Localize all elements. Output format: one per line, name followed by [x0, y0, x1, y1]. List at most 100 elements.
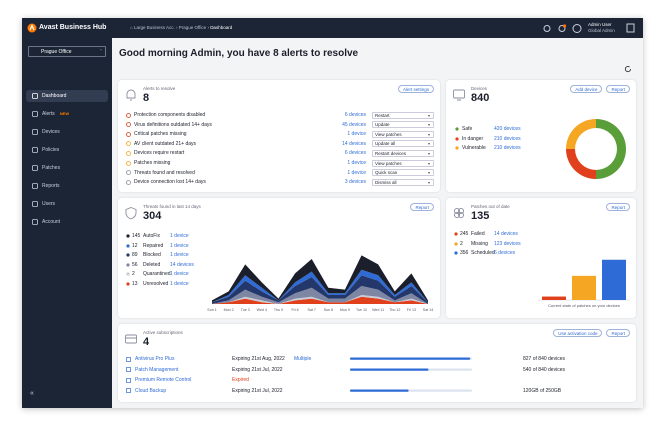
legend-dot — [454, 232, 458, 236]
action-select[interactable]: Dismiss all — [372, 178, 434, 186]
button[interactable]: Report — [606, 85, 630, 93]
action-select[interactable]: Update all — [372, 140, 434, 148]
x-tick-label: Mon 9 — [340, 308, 350, 312]
legend-dot — [126, 243, 130, 248]
card-count: 4 — [143, 336, 150, 348]
sub-name[interactable]: Premium Remote Control — [135, 377, 192, 384]
legend-link[interactable]: 1 device — [170, 252, 189, 259]
alerts-card: Alerts to resolve 8 Alert settings Protecti… — [118, 80, 440, 192]
x-tick-label: Tue 3 — [241, 308, 250, 312]
action-select[interactable]: View patches — [372, 159, 434, 167]
alert-devices[interactable]: 45 devices — [342, 121, 366, 128]
button[interactable]: Use activation code — [553, 329, 603, 337]
alert-devices[interactable]: 6 devices — [344, 150, 366, 157]
nav-item[interactable]: Alerts NEW — [26, 108, 108, 120]
x-tick-label: Sun 8 — [324, 308, 333, 312]
legend-dot — [126, 272, 130, 276]
button[interactable]: Report — [410, 203, 434, 211]
card-count: 135 — [471, 210, 490, 222]
legend-count: 245 — [460, 231, 469, 237]
apps-icon[interactable] — [626, 23, 636, 33]
card-title: Threats found in last 14 days — [143, 204, 201, 209]
action-select[interactable]: Restart devices — [372, 149, 434, 157]
action-select[interactable]: Restart — [372, 111, 434, 119]
legend-name: Unresolved — [143, 281, 169, 287]
chart-caption: Current state of patches on your devices — [548, 303, 620, 308]
new-badge: NEW — [59, 111, 70, 116]
subscriptions-card: Active subscriptions 4 Report Use activatio… — [118, 324, 636, 402]
legend-link[interactable]: 1 device — [170, 271, 189, 278]
nav-label: Devices — [42, 129, 60, 135]
legend-name: In danger — [462, 135, 484, 142]
legend-link[interactable]: 6 devices — [494, 250, 516, 257]
sub-name[interactable]: Cloud Backup — [135, 387, 167, 394]
legend-value[interactable]: 210 devices — [494, 135, 521, 142]
legend-name: Scheduled — [471, 250, 495, 257]
sub-icon — [126, 367, 131, 372]
nav-item[interactable]: Users — [26, 198, 108, 210]
button[interactable]: Report — [606, 203, 630, 211]
collapse[interactable]: « — [30, 390, 34, 397]
nav-label: Dashboard — [42, 93, 67, 99]
site-select[interactable]: Prague Office — [28, 46, 106, 57]
legend-link[interactable]: 14 devices — [494, 231, 518, 237]
nav-item[interactable]: Patches — [26, 162, 108, 174]
action-select[interactable]: Update — [372, 121, 434, 129]
action-select[interactable]: Quick scan — [372, 169, 434, 177]
legend-link[interactable]: 1 device — [170, 281, 189, 287]
nav-label: Users — [42, 201, 56, 207]
legend-dot — [455, 127, 459, 131]
devices-card: Devices 840 Report Add device Safe 420 device… — [446, 80, 636, 192]
legend-count: 2 — [132, 271, 135, 278]
button[interactable]: Report — [606, 329, 630, 337]
nav-item[interactable]: Policies — [26, 144, 108, 156]
legend-value[interactable]: 420 devices — [494, 126, 521, 132]
nav-icon — [32, 93, 38, 99]
nav-item[interactable]: Devices — [26, 126, 108, 138]
nav-item[interactable]: Reports — [26, 180, 108, 192]
sub-expiry: Expired — [232, 377, 249, 384]
sub-usage: 120GB of 250GB — [523, 387, 562, 394]
x-tick-label: Sat 7 — [307, 308, 315, 312]
refresh[interactable] — [624, 65, 632, 73]
alert-devices[interactable]: 3 devices — [344, 179, 366, 186]
sub-extra[interactable]: Multiple — [294, 356, 312, 362]
app-window: Avast Business Hub ⌂ Large Business Acc.… — [22, 18, 643, 408]
alert-devices[interactable]: 6 devices — [344, 112, 366, 118]
legend-link[interactable]: 1 device — [170, 233, 189, 239]
crumb[interactable]: Prague Office — [178, 25, 207, 30]
sub-usage: 827 of 840 devices — [523, 356, 565, 362]
button[interactable]: Add device — [570, 85, 603, 93]
legend-link[interactable]: 1 device — [170, 242, 189, 249]
alert-icon — [126, 131, 131, 137]
nav-item[interactable]: Account — [26, 216, 108, 228]
sub-name[interactable]: Antivirus Pro Plus — [135, 356, 175, 362]
sidebar: Prague Office « Dashboard Alerts NEW Device… — [22, 38, 112, 408]
donut — [566, 119, 626, 179]
alert-icon — [126, 160, 131, 166]
nav-item[interactable]: Dashboard — [26, 90, 108, 102]
action-label: Dismiss all — [375, 179, 397, 185]
card-count: 840 — [471, 92, 490, 104]
user-role: Global Admin — [588, 28, 615, 33]
donut-segment — [566, 149, 596, 179]
x-tick-label: Tue 10 — [356, 308, 367, 312]
alert-devices[interactable]: 1 device — [347, 131, 366, 138]
alert-devices[interactable]: 14 devices — [342, 140, 366, 147]
alert-label: Virus definitions outdated 14+ days — [134, 121, 212, 128]
nav-icon — [32, 129, 38, 135]
card-title: Patches out of date — [471, 204, 510, 209]
crumb[interactable]: Large Business Acc. — [133, 25, 175, 30]
legend-link[interactable]: 14 devices — [170, 261, 194, 268]
action-label: View patches — [375, 160, 402, 166]
legend-value[interactable]: 210 devices — [494, 145, 521, 152]
sub-name[interactable]: Patch Management — [135, 366, 179, 373]
alert-devices[interactable]: 1 device — [347, 169, 366, 176]
action-select[interactable]: View patches — [372, 130, 434, 138]
action-label: Update all — [375, 141, 396, 147]
alert-devices[interactable]: 1 device — [347, 160, 366, 166]
legend-link[interactable]: 123 devices — [494, 240, 521, 247]
button[interactable]: Alert settings — [397, 85, 434, 93]
nav-icon — [32, 147, 38, 153]
legend-count: 56 — [132, 261, 138, 268]
